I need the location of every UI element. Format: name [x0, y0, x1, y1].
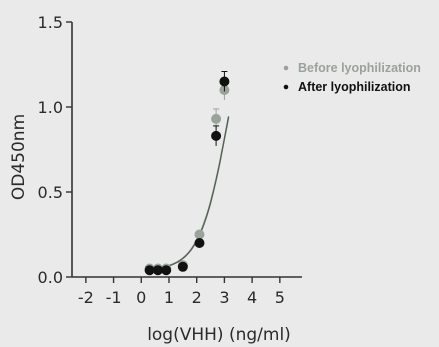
before-lyophilization-point [211, 113, 222, 124]
after-lyophilization-point [194, 238, 205, 248]
x-tick-label: 3 [219, 288, 229, 307]
legend: Before lyophilization After lyophilizatio… [283, 61, 421, 94]
y-tick-label: 0.5 [38, 183, 63, 202]
x-tick-label: 2 [192, 288, 202, 307]
axes: 0.0 0.5 1.0 1.5 -2 -1 0 1 2 3 4 5 [38, 13, 302, 307]
legend-marker [283, 84, 289, 90]
after-lyophilization-point [152, 265, 163, 276]
y-tick-label: 0.0 [38, 268, 63, 287]
legend-label: Before lyophilization [298, 61, 421, 75]
after-lyophilization-point [211, 130, 222, 141]
x-tick-label: 4 [247, 288, 257, 307]
x-tick-label: 1 [164, 288, 174, 307]
y-tick-label: 1.5 [38, 13, 63, 32]
x-tick-label: -1 [106, 288, 122, 307]
before-lyophilization-point [194, 229, 205, 240]
x-tick-label: 5 [275, 288, 285, 307]
x-tick-label: -2 [78, 288, 94, 307]
after-lyophilization-point [161, 265, 172, 276]
legend-label: After lyophilization [298, 80, 411, 94]
legend-marker [283, 65, 289, 71]
y-tick-label: 1.0 [38, 98, 63, 117]
after-lyophilization-point [219, 76, 230, 87]
after-lyophilization-point [177, 261, 188, 272]
after-lyophilization-point [144, 265, 155, 276]
x-tick-label: 0 [136, 288, 146, 307]
x-axis-label: log(VHH) (ng/ml) [147, 325, 291, 345]
y-axis-label: OD450nm [9, 114, 29, 200]
data-points [144, 71, 230, 276]
